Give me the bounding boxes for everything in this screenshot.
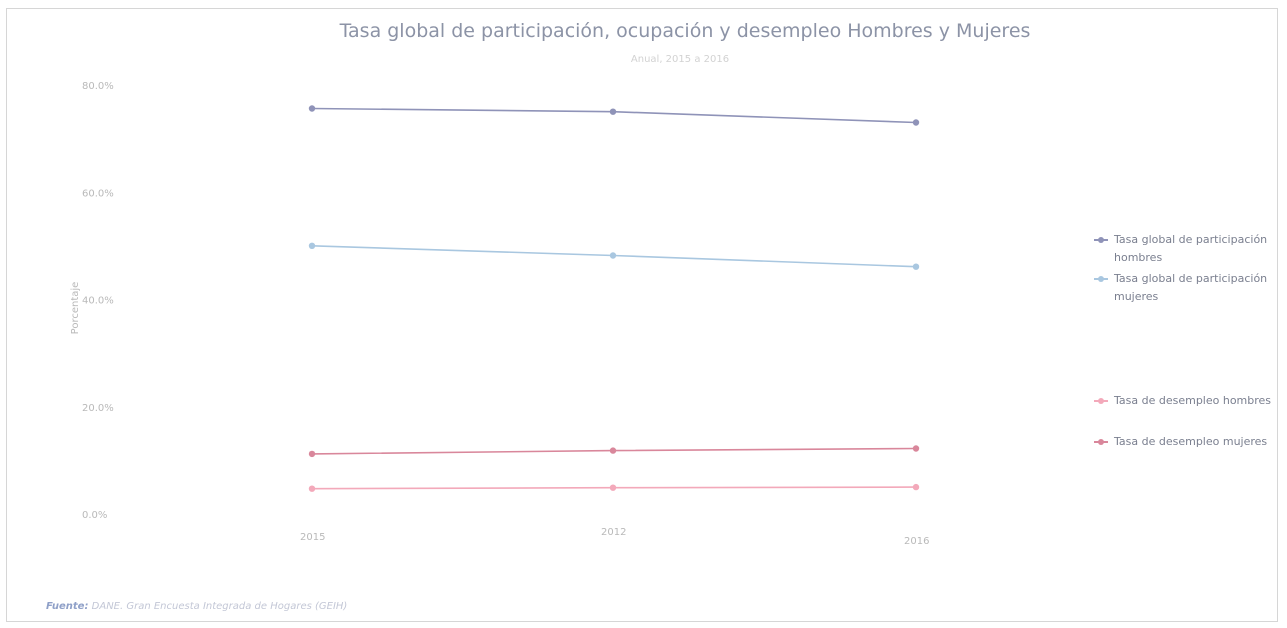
legend-item-participacion-hombres[interactable]: Tasa global de participación hombres: [1094, 231, 1284, 267]
legend-marker-icon: [1094, 237, 1108, 243]
data-point[interactable]: [609, 447, 617, 454]
legend-item-desempleo-mujeres[interactable]: Tasa de desempleo mujeres: [1094, 433, 1284, 451]
legend-marker-icon: [1094, 398, 1108, 404]
data-point[interactable]: [609, 108, 617, 115]
y-tick-label: 20.0%: [82, 403, 114, 414]
legend-item-desempleo-hombres[interactable]: Tasa de desempleo hombres: [1094, 392, 1284, 410]
y-tick-label: 40.0%: [82, 296, 114, 307]
data-point[interactable]: [912, 119, 920, 126]
x-tick-label: 2016: [904, 536, 929, 547]
y-axis-label: Porcentaje: [70, 282, 81, 335]
x-tick-label: 2015: [300, 532, 325, 543]
data-point[interactable]: [912, 445, 920, 452]
source-text: DANE. Gran Encuesta Integrada de Hogares…: [91, 601, 348, 612]
chart-subtitle: Anual, 2015 a 2016: [630, 54, 730, 65]
legend-label: Tasa global de participación mujeres: [1114, 272, 1268, 303]
data-point[interactable]: [912, 483, 920, 491]
data-point[interactable]: [609, 252, 617, 259]
legend-label: Tasa de desempleo mujeres: [1114, 435, 1268, 448]
legend-item-participacion-mujeres[interactable]: Tasa global de participación mujeres: [1094, 270, 1284, 306]
source-label: Fuente:: [46, 601, 89, 612]
legend-marker-icon: [1094, 276, 1108, 282]
data-point[interactable]: [308, 242, 316, 249]
legend-marker-icon: [1094, 439, 1108, 445]
y-tick-label: 80.0%: [82, 81, 114, 92]
y-tick-label: 0.0%: [82, 510, 107, 521]
legend-label: Tasa de desempleo hombres: [1114, 394, 1272, 407]
data-point[interactable]: [609, 484, 617, 491]
chart-title: Tasa global de participación, ocupación …: [339, 20, 1031, 42]
data-point[interactable]: [912, 263, 920, 270]
legend-label: Tasa global de participación hombres: [1114, 233, 1268, 264]
data-point[interactable]: [308, 105, 316, 112]
data-point[interactable]: [308, 485, 316, 492]
y-tick-label: 60.0%: [82, 188, 114, 199]
data-point[interactable]: [308, 450, 316, 458]
x-tick-label: 2012: [601, 527, 626, 538]
chart-source: Fuente: DANE. Gran Encuesta Integrada de…: [46, 601, 347, 612]
chart-frame: [6, 8, 1278, 622]
